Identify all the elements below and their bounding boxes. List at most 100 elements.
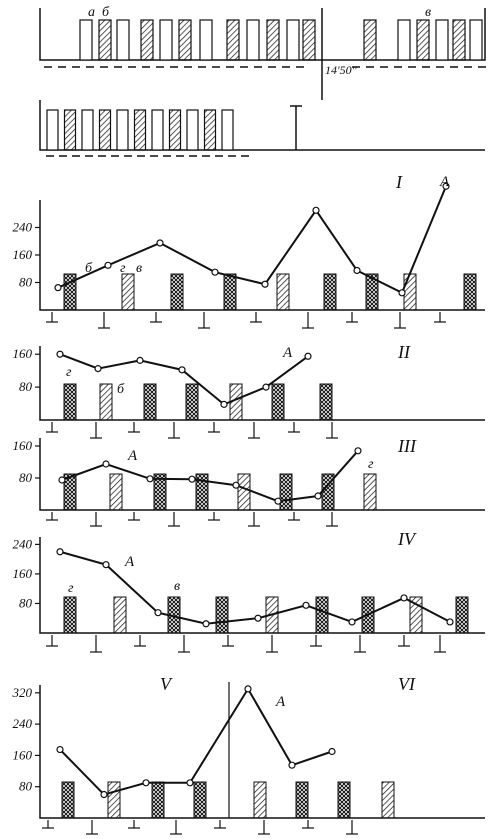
data-point [56,350,64,358]
panel-label-VI: VI [398,674,416,694]
event-bar [337,781,351,819]
event-bar [109,473,123,511]
strip-bar [363,19,377,61]
y-tick-label: 240 [13,536,33,551]
event-bar [315,596,329,634]
event-bar [253,781,267,819]
event-bar [463,273,477,311]
y-tick-label: 80 [19,470,33,485]
strip-bar [266,19,280,61]
data-point [94,365,102,373]
panel-label-III: III [397,436,417,456]
marker-b-I: б [85,261,93,276]
data-point [100,790,108,799]
data-point [178,366,186,374]
event-bar [113,596,127,634]
data-point [328,747,336,756]
series-line [59,686,333,796]
panels: 80 160 240 80 160 80 160 80 160 240 80 160 240 320 [12,182,485,835]
label-v: в [425,5,431,20]
data-point [304,352,312,360]
data-point [232,481,240,489]
strip-bar [79,19,93,61]
strip-bar [203,109,217,151]
marker-g-II: г [66,365,72,380]
event-bar [63,596,77,634]
event-bar [215,596,229,634]
axis [39,685,485,819]
series-line [57,185,447,295]
event-bar [363,473,377,511]
event-bar [143,383,157,421]
second-strip-bars [46,109,234,151]
event-bar [107,781,121,819]
strip-bar [452,19,466,61]
y-tick-label: 240 [13,220,33,235]
data-point [302,601,310,609]
data-point [446,618,454,626]
panel-II: 80 160 [13,346,485,439]
y-tick-label: 160 [13,747,33,762]
strip-bar [151,109,164,151]
event-bar [319,383,333,421]
y-tick-label: 80 [19,779,33,794]
strip-bar [178,19,192,61]
marker-g-IV: г [68,581,74,596]
data-point [146,475,154,483]
marker-g-III: г [368,457,374,472]
y-tick-label: 160 [13,566,33,581]
y-tick-label: 80 [19,595,33,610]
data-point [102,460,110,468]
strip-bar [302,19,316,61]
data-point [54,284,62,292]
data-point [312,206,320,214]
data-point [104,261,112,269]
event-bar [223,273,237,311]
second-strip [39,100,485,157]
strip-bar [246,19,260,61]
y-tick-label: 240 [13,716,33,731]
strip-bar [159,19,173,61]
data-point [398,289,406,297]
event-bar [237,473,251,511]
data-point [186,779,194,787]
y-tick-label: 160 [13,247,33,262]
event-bar [365,273,379,311]
data-point [314,492,322,500]
data-point [188,475,196,483]
event-bar [276,273,290,311]
event-bar [323,273,337,311]
strip-bar [116,19,130,61]
series-label-A-III: А [127,448,138,464]
data-point [102,561,110,569]
strip-bar [133,109,147,151]
panel-label-I: I [395,172,403,192]
data-point [261,280,269,288]
data-point [56,548,64,556]
axis [39,537,485,634]
event-bar [121,273,135,311]
time-marker: 14'50'' [325,63,357,77]
strip-bar [98,19,112,61]
event-bar [295,781,309,819]
event-bar [195,473,209,511]
event-bar [151,781,165,819]
strip-bar [286,19,300,61]
data-point [354,447,362,455]
strip-bar [168,109,182,151]
top-strip: а б в 14'50'' [39,5,486,100]
event-bar [153,473,167,511]
panel-IV: 80 160 240 [13,536,485,653]
strip-bar [221,109,234,151]
y-tick-label: 320 [12,685,33,700]
top-strip-bars [79,19,483,61]
data-point [58,476,66,484]
panel-label-II: II [397,342,411,362]
event-bar [279,473,293,511]
data-point [244,685,252,693]
series-label-A-IV: А [124,554,135,570]
event-bar [193,781,207,819]
data-point [142,779,150,787]
y-tick-label: 80 [19,275,33,290]
marker-b-II: б [117,382,125,397]
